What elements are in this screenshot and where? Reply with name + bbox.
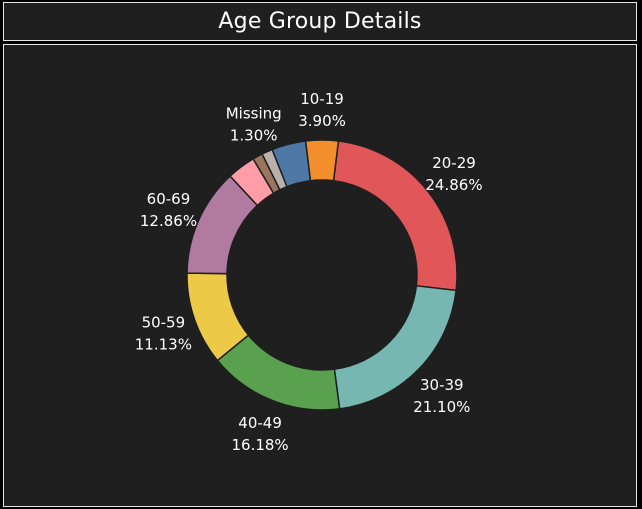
donut-slice-10-19[interactable] — [304, 139, 340, 182]
slice-percent: 3.90% — [298, 112, 346, 130]
slice-label-60-69: 60-69 12.86% — [140, 190, 197, 230]
donut-slice-unlabeled-9[interactable] — [271, 140, 312, 188]
donut-chart: 10-19 3.90% 20-29 24.86% 30-39 21.10% 40-49 16.… — [135, 90, 483, 454]
slice-label-missing: Missing 1.30% — [226, 105, 282, 145]
slice-label-40-49: 40-49 16.18% — [231, 414, 288, 454]
slice-percent: 12.86% — [140, 212, 197, 230]
slice-category: 30-39 — [420, 376, 464, 394]
page-title: Age Group Details — [218, 9, 422, 34]
title-bar: Age Group Details — [3, 2, 637, 41]
slice-category: Missing — [226, 105, 282, 123]
chart-panel: 10-19 3.90% 20-29 24.86% 30-39 21.10% 40-49 16.… — [3, 44, 637, 507]
slice-category: 40-49 — [238, 414, 282, 432]
slice-percent: 11.13% — [135, 335, 192, 353]
slice-label-20-29: 20-29 24.86% — [425, 154, 482, 194]
slice-label-50-59: 50-59 11.13% — [135, 313, 192, 353]
slice-label-10-19: 10-19 3.90% — [298, 90, 346, 130]
slice-category: 60-69 — [147, 190, 191, 208]
slice-label-30-39: 30-39 21.10% — [413, 376, 470, 416]
slice-category: 50-59 — [142, 313, 186, 331]
slice-percent: 16.18% — [231, 436, 288, 454]
slice-percent: 21.10% — [413, 398, 470, 416]
slice-percent: 1.30% — [230, 127, 278, 145]
slice-percent: 24.86% — [425, 176, 482, 194]
slice-category: 20-29 — [432, 154, 476, 172]
slice-category: 10-19 — [300, 90, 344, 108]
